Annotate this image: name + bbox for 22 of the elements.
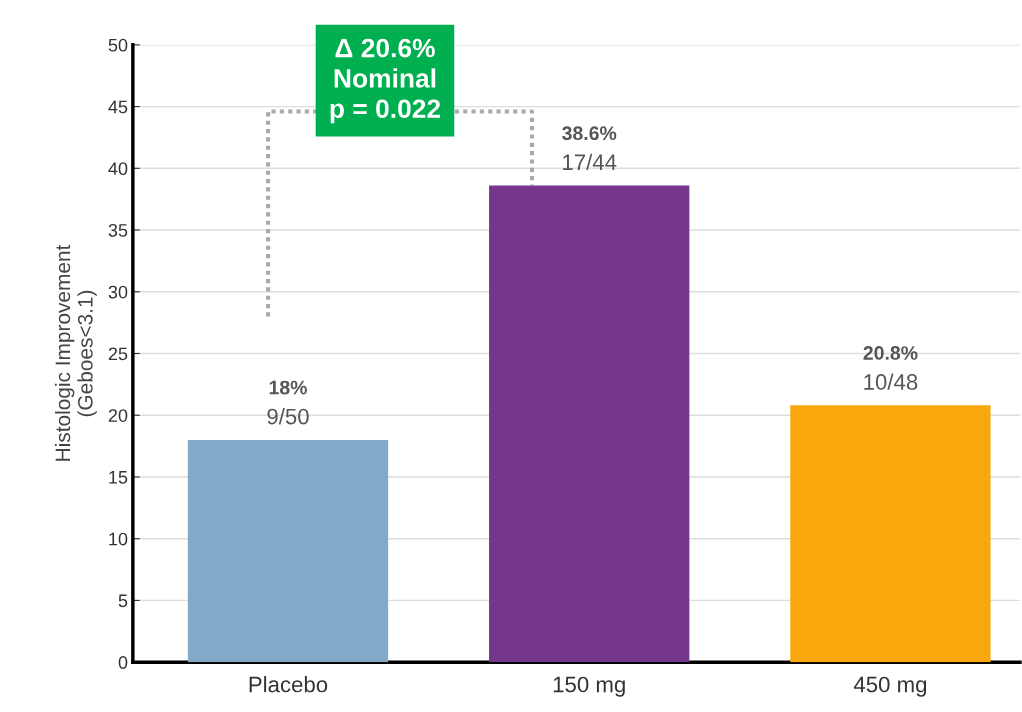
y-tick-label: 50 — [108, 38, 128, 52]
y-tick-label: 15 — [109, 471, 128, 484]
data-label: 20.8% 10/48 — [863, 346, 918, 390]
bar — [489, 185, 690, 663]
y-tick-label: 10 — [109, 532, 128, 546]
data-label: 18% 9/50 — [267, 380, 309, 425]
y-tick-label: 35 — [108, 223, 128, 237]
x-tick-label: 150 mg — [553, 676, 625, 697]
y-tick-label: 20 — [108, 409, 128, 422]
x-tick-label: 450 mg — [853, 676, 927, 697]
y-tick-label: 25 — [108, 347, 128, 361]
y-tick-label: 0 — [118, 656, 128, 669]
data-label: 38.6% 17/44 — [562, 126, 617, 171]
y-tick-label: 30 — [108, 285, 128, 299]
bar — [790, 405, 991, 663]
y-tick-label: 45 — [108, 100, 128, 114]
y-tick-label: 40 — [108, 162, 128, 176]
bar — [187, 439, 389, 663]
y-axis-title: Histologic Improvement (Geboes<3.1) — [54, 244, 97, 461]
y-tick-label: 5 — [118, 594, 128, 608]
x-tick-label: Placebo — [249, 676, 328, 693]
annotation: Δ 20.6% Nominal p = 0.022 — [330, 38, 441, 124]
